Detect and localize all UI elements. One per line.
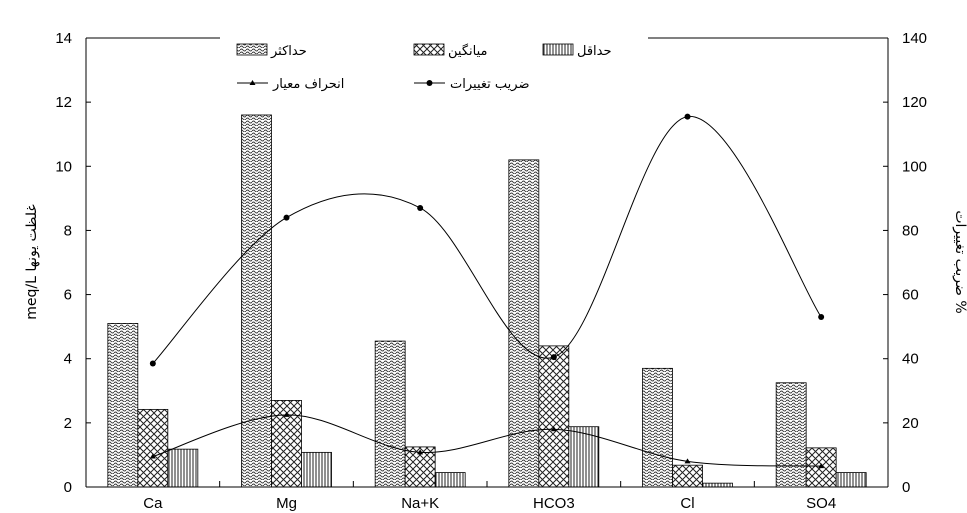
lines-layer [149,113,825,469]
legend-label-max: حداکثر [270,44,307,59]
point-cv-ca [149,360,156,367]
legend-item-mean: میانگین [413,43,487,59]
bar-mean-cl [672,464,703,488]
bar-max-nak [374,340,406,488]
legend-item-max: حداکثر [236,43,307,59]
point-stdev-nak [417,449,424,455]
x-tick-label: Cl [680,495,694,512]
bar-min-nak [434,472,466,488]
x-tick-label: Ca [143,495,163,512]
bars-layer [107,114,867,488]
point-stdev-ca [149,453,156,459]
y-tick-label-left: 2 [64,415,72,432]
bar-min-hco3 [568,426,600,488]
bar-mean-hco3 [538,345,570,488]
point-stdev-so4 [818,463,825,469]
bar-max-mg [241,114,272,488]
y-tick-label-right: 80 [902,222,919,239]
y-axis-title-right: ضریب تغییرات % [952,210,967,313]
bar-min-ca [167,448,199,488]
legend-label-stdev: انحراف معیار [272,77,344,92]
y-tick-label-right: 20 [902,415,919,432]
point-cv-so4 [818,314,825,321]
point-stdev-hco3 [550,426,557,432]
bar-mean-ca [137,408,169,488]
y-tick-label-left: 12 [55,94,72,111]
plot-frame [85,37,889,488]
bar-min-mg [301,451,332,488]
bar-min-cl [702,482,733,488]
x-tick-label: HCO3 [533,495,575,512]
line-stdev [152,414,822,467]
y-tick-label-right: 0 [902,479,910,496]
bar-min-so4 [835,472,867,488]
x-axis: Ca Mg Na+K HCO3 Cl SO4 [143,481,836,512]
point-cv-nak [417,204,424,211]
point-stdev-mg [283,411,290,417]
y-tick-label-right: 120 [902,94,927,111]
bar-max-cl [642,367,673,488]
bar-max-so4 [775,382,807,488]
y-axis-right: 0 20 40 60 80 100 120 140 [883,30,927,496]
y-tick-label-left: 14 [55,30,72,47]
y-tick-label-right: 60 [902,287,919,304]
point-cv-cl [684,113,691,120]
y-axis-left: 0 2 4 6 8 10 12 14 [55,30,91,496]
y-tick-label-left: 4 [64,351,72,368]
legend-label-min: حداقل [577,44,612,59]
legend-item-stdev: انحراف معیار [237,77,344,92]
bar-max-hco3 [508,159,540,488]
point-cv-hco3 [550,354,557,361]
y-tick-label-left: 8 [64,222,72,239]
y-tick-label-right: 140 [902,30,927,47]
bar-max-ca [107,323,139,488]
legend-item-min: حداقل [542,43,612,59]
legend-label-cv: ضریب تغییرات [450,77,530,92]
y-tick-label-right: 100 [902,158,927,175]
y-tick-label-left: 0 [64,479,72,496]
x-tick-label: Na+K [401,495,439,512]
line-cv [152,116,822,364]
legend-item-cv: ضریب تغییرات [414,77,530,92]
point-stdev-cl [684,458,691,464]
point-cv-mg [283,214,290,221]
legend-label-mean: میانگین [448,43,487,59]
legend: حداکثر میانگین حداقل انحراف معیار ضریب ت… [236,43,612,92]
x-tick-label: Mg [276,495,297,512]
y-tick-label-right: 40 [902,351,919,368]
y-axis-title-left: meq/L غلظت یونها [24,204,40,320]
y-tick-label-left: 10 [55,158,72,175]
x-tick-label: SO4 [806,495,836,512]
y-tick-label-left: 6 [64,287,72,304]
